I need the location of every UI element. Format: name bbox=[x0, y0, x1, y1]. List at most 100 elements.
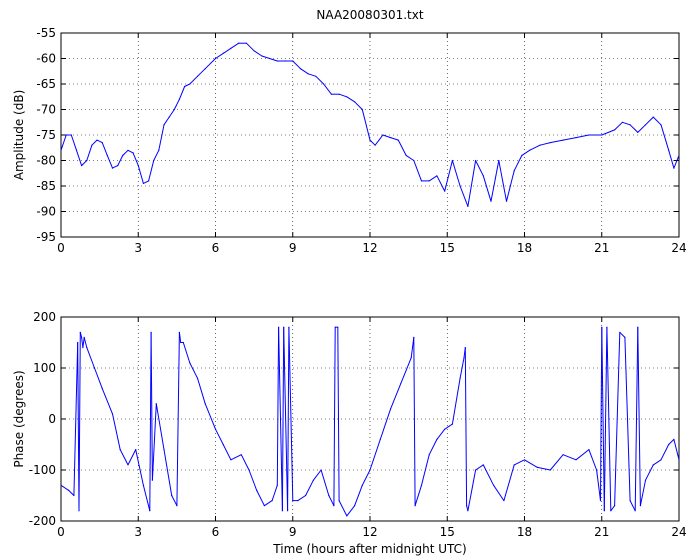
amplitude-series-0-segment-15 bbox=[137, 165, 144, 184]
phase-y-axis-title: Phase (degrees) bbox=[12, 370, 26, 467]
phase-series-0-segment-29 bbox=[204, 403, 216, 430]
phase-series-0-segment-2 bbox=[73, 342, 79, 496]
amplitude-series-0-point-67 bbox=[513, 170, 515, 172]
phase-series-0-segment-30 bbox=[215, 428, 224, 445]
amplitude-series-0-segment-71 bbox=[550, 139, 564, 144]
phase-series-0-point-51 bbox=[334, 326, 336, 328]
amplitude-series-0-segment-44 bbox=[338, 93, 347, 98]
phase-series-0-segment-90 bbox=[610, 505, 616, 512]
phase-series-0-segment-73 bbox=[467, 469, 477, 511]
phase-series-0-point-12 bbox=[111, 413, 114, 415]
phase-series-0-segment-94 bbox=[629, 500, 636, 512]
amplitude-series-0-segment-17 bbox=[148, 160, 155, 182]
amplitude-series-0-segment-57 bbox=[436, 175, 446, 192]
phase-series-0-point-8 bbox=[83, 336, 85, 338]
amplitude-series-0-point-71 bbox=[549, 142, 551, 144]
amplitude-series-0-segment-33 bbox=[253, 50, 263, 57]
amplitude-series-0-segment-12 bbox=[122, 149, 129, 156]
amplitude-series-0-point-44 bbox=[338, 93, 340, 95]
amplitude-series-0-segment-0 bbox=[61, 134, 67, 151]
amplitude-series-0-point-20 bbox=[163, 124, 165, 126]
phase-series-0-point-22 bbox=[171, 494, 173, 497]
phase-series-0-segment-98 bbox=[645, 464, 654, 481]
phase-series-0-point-3 bbox=[77, 341, 79, 344]
phase-series-0-segment-8 bbox=[83, 337, 88, 348]
amplitude-series-0-segment-7 bbox=[96, 139, 103, 144]
phase-series-0-segment-60 bbox=[400, 357, 412, 384]
amplitude-series-0-point-52 bbox=[397, 139, 399, 141]
amplitude-x-tick-label-1: 3 bbox=[134, 241, 142, 255]
amplitude-series-0-point-22 bbox=[173, 108, 175, 111]
phase-series-0-point-103 bbox=[678, 459, 679, 461]
amplitude-series-0-point-19 bbox=[158, 149, 160, 151]
amplitude-series-0-point-23 bbox=[178, 98, 180, 100]
phase-series-0-point-49 bbox=[328, 494, 330, 497]
phase-series-0-point-96 bbox=[637, 326, 639, 328]
phase-series-0-segment-32 bbox=[230, 454, 242, 461]
amplitude-series-0-point-80 bbox=[644, 124, 647, 126]
phase-series-0-point-30 bbox=[214, 428, 217, 430]
phase-series-0-point-1 bbox=[68, 489, 70, 491]
amplitude-series-0-point-14 bbox=[132, 152, 134, 154]
phase-y-tick-label-2: 0 bbox=[48, 412, 56, 426]
amplitude-series-0-segment-51 bbox=[390, 137, 399, 141]
phase-series-0-point-17 bbox=[149, 510, 151, 512]
phase-series-0-segment-21 bbox=[163, 449, 173, 496]
phase-series-0-segment-14 bbox=[127, 449, 137, 466]
amplitude-series-0-segment-32 bbox=[246, 42, 255, 52]
amplitude-series-0-segment-53 bbox=[405, 154, 415, 161]
amplitude-series-0-segment-8 bbox=[101, 142, 108, 156]
amplitude-series-0-segment-79 bbox=[637, 124, 646, 133]
amplitude-series-0-point-29 bbox=[222, 52, 224, 55]
phase-series-0-segment-12 bbox=[112, 413, 121, 450]
phase-series-0-segment-84 bbox=[588, 449, 598, 471]
phase-series-0-segment-79 bbox=[524, 459, 538, 468]
amplitude-series-0-point-5 bbox=[86, 159, 88, 162]
amplitude-series-0-segment-25 bbox=[189, 75, 198, 85]
amplitude-x-tick-label-4: 12 bbox=[362, 241, 377, 255]
amplitude-series-0-point-58 bbox=[444, 190, 446, 192]
amplitude-series-0-point-35 bbox=[269, 57, 271, 60]
amplitude-series-0-segment-77 bbox=[622, 121, 631, 126]
phase-series-0-point-36 bbox=[263, 505, 265, 507]
phase-series-0-segment-54 bbox=[346, 505, 355, 517]
phase-series-0-point-48 bbox=[320, 469, 322, 471]
phase-series-0-segment-15 bbox=[135, 449, 144, 486]
phase-series-0-segment-64 bbox=[421, 454, 430, 486]
phase-series-0-point-19 bbox=[151, 479, 153, 481]
phase-series-0-segment-9 bbox=[86, 347, 95, 369]
phase-series-0-point-62 bbox=[413, 336, 415, 338]
amplitude-series-0-segment-10 bbox=[112, 165, 118, 169]
amplitude-series-0-point-7 bbox=[96, 139, 98, 141]
amplitude-series-0-segment-40 bbox=[308, 73, 317, 77]
amplitude-series-0-segment-47 bbox=[361, 109, 371, 141]
amplitude-series-0-point-57 bbox=[436, 175, 438, 177]
amplitude-series-0-segment-24 bbox=[184, 83, 191, 87]
amplitude-series-0-point-25 bbox=[189, 83, 191, 85]
amplitude-series-0-point-36 bbox=[276, 60, 278, 62]
amplitude-series-0-segment-63 bbox=[482, 175, 492, 202]
amplitude-x-tick-label-2: 6 bbox=[212, 241, 220, 255]
phase-series-0-point-83 bbox=[575, 459, 577, 461]
amplitude-series-0-point-9 bbox=[106, 154, 108, 156]
phase-series-0-point-95 bbox=[634, 510, 636, 512]
amplitude-series-0-segment-69 bbox=[529, 144, 541, 151]
amplitude-series-0-point-38 bbox=[292, 60, 294, 62]
amplitude-series-0-point-60 bbox=[459, 185, 461, 187]
amplitude-y-tick-label-8: -55 bbox=[36, 26, 56, 40]
phase-x-tick-label-8: 24 bbox=[671, 525, 686, 539]
phase-series-0-point-45 bbox=[297, 500, 299, 502]
phase-series-0-segment-43 bbox=[288, 327, 294, 501]
amplitude-series-0-point-84 bbox=[673, 167, 675, 169]
phase-series-0-point-97 bbox=[639, 505, 642, 507]
phase-series-0-segment-5 bbox=[79, 332, 83, 338]
amplitude-series-0-point-72 bbox=[562, 139, 564, 141]
amplitude-series-0-segment-9 bbox=[106, 155, 113, 169]
amplitude-series-0-segment-46 bbox=[354, 101, 363, 110]
amplitude-series-0-point-33 bbox=[253, 50, 255, 52]
amplitude-series-0-segment-3 bbox=[76, 150, 83, 166]
phase-series-0-point-28 bbox=[196, 377, 199, 379]
amplitude-y-tick-label-7: -60 bbox=[36, 52, 56, 66]
phase-series-0-point-52 bbox=[337, 326, 339, 328]
phase-series-0-segment-55 bbox=[354, 485, 363, 506]
